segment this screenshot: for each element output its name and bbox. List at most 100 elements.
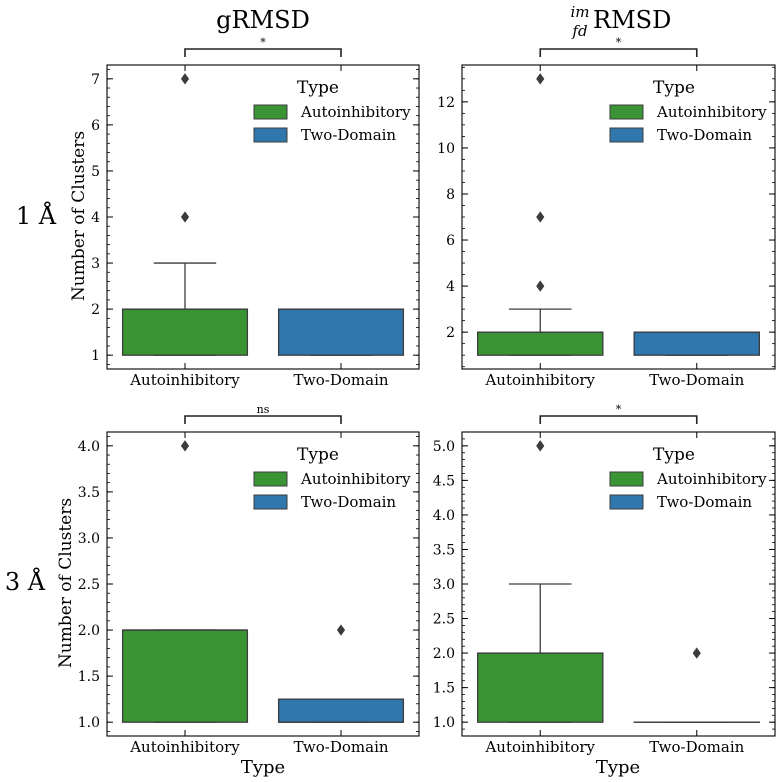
legend-title: Type [653, 445, 695, 465]
y-tick-label: 5 [91, 164, 100, 180]
x-tick-label: Autoinhibitory [484, 371, 595, 389]
outlier-point [336, 624, 346, 636]
y-tick-label: 2.5 [78, 577, 100, 593]
box-autoinhibitory [121, 308, 249, 356]
legend-swatch [609, 104, 644, 120]
legend-title: Type [297, 78, 339, 98]
y-tick-label: 1.5 [433, 681, 455, 697]
y-tick-label: 1.0 [78, 715, 100, 731]
y-tick-label: 4.5 [433, 473, 455, 489]
significance-label: * [616, 403, 622, 416]
y-tick-label: 7 [91, 72, 100, 88]
y-tick-label: 3.5 [78, 485, 100, 501]
legend-title: Type [297, 445, 339, 465]
x-tick-label: Autoinhibitory [129, 371, 240, 389]
outlier-point [536, 280, 545, 292]
outlier-point [180, 211, 190, 223]
significance-label: * [260, 36, 266, 49]
y-tick-label: 4 [446, 279, 455, 295]
column-title-superscript: im [570, 3, 589, 21]
outlier-point [536, 73, 545, 85]
legend-swatch [253, 494, 288, 510]
panel-2: 2 4 6 8 10 12 Autoinhibitory Two-Domain * Type Aut… [437, 36, 776, 389]
column-title-rmsd: RMSD [593, 6, 671, 34]
outlier-point [180, 73, 190, 85]
x-tick-label: Autoinhibitory [129, 738, 240, 756]
legend-swatch [609, 471, 644, 487]
y-tick-label: 1.0 [433, 715, 455, 731]
legend-entry: Autoinhibitory [656, 103, 767, 121]
x-tick-label: Two-Domain [293, 371, 388, 389]
legend-title: Type [653, 78, 695, 98]
box-two-domain [633, 331, 761, 356]
y-tick-label: 4 [91, 210, 100, 226]
column-title-grmsd: gRMSD [216, 6, 310, 34]
legend-entry: Two-Domain [657, 126, 752, 144]
legend: Type Autoinhibitory Two-Domain [609, 445, 767, 511]
box-autoinhibitory [121, 629, 249, 723]
outlier-point [536, 440, 545, 452]
significance-label: ns [257, 403, 270, 416]
y-tick-label: 3.0 [78, 531, 100, 547]
legend: Type Autoinhibitory Two-Domain [253, 445, 411, 511]
y-tick-label: 3.0 [433, 577, 455, 593]
column-title-rmsd-group: im fd RMSD [570, 3, 671, 40]
axes-frame [106, 64, 420, 370]
significance-bracket [184, 415, 342, 424]
significance-bracket [184, 48, 342, 57]
axes-frame [461, 431, 776, 737]
outlier-point [536, 211, 545, 223]
y-tick-label: 1.5 [78, 669, 100, 685]
y-tick-label: 1 [91, 348, 100, 364]
y-tick-label: 3.5 [433, 542, 455, 558]
row-label-1a: 1 Å [16, 201, 57, 230]
y-tick-label: 4.0 [78, 439, 100, 455]
significance-bracket [539, 48, 698, 57]
row-label-3a: 3 Å [5, 567, 46, 596]
legend-swatch [609, 127, 644, 143]
y-tick-label: 12 [437, 95, 455, 111]
panel-1: 1 2 3 4 5 6 7 Autoinhibitory Two-Domain * Type Auto… [91, 36, 420, 389]
y-tick-label: 2 [91, 302, 100, 318]
y-tick-label: 10 [437, 141, 455, 157]
column-title-subscript: fd [571, 22, 587, 40]
x-tick-label: Autoinhibitory [484, 738, 595, 756]
x-axis-label-right: Type [596, 757, 640, 778]
panel-3: 1.0 1.5 2.0 2.5 3.0 3.5 4.0 Autoinhibitory Two-D… [78, 403, 420, 756]
y-tick-label: 6 [446, 233, 455, 249]
x-tick-label: Two-Domain [649, 738, 744, 756]
y-axis-label-top: Number of Clusters [69, 131, 89, 301]
y-tick-label: 6 [91, 118, 100, 134]
y-tick-label: 8 [446, 187, 455, 203]
legend-swatch [253, 127, 288, 143]
y-tick-label: 2.5 [433, 612, 455, 628]
y-axis-label-bottom: Number of Clusters [56, 498, 76, 668]
box-two-domain [277, 308, 405, 356]
legend-swatch [609, 494, 644, 510]
legend-swatch [253, 471, 288, 487]
box-two-domain [277, 698, 405, 723]
significance-bracket [539, 415, 698, 424]
outlier-point [180, 440, 190, 452]
panel-4: 1.0 1.5 2.0 2.5 3.0 3.5 4.0 4.5 5.0 Autoinhibitor… [433, 403, 776, 756]
y-tick-label: 3 [91, 256, 100, 272]
box-autoinhibitory [476, 331, 604, 356]
legend-swatch [253, 104, 288, 120]
y-tick-label: 2 [446, 325, 455, 341]
outlier-point [692, 647, 701, 659]
legend-entry: Autoinhibitory [300, 103, 411, 121]
legend: Type Autoinhibitory Two-Domain [609, 78, 767, 144]
significance-label: * [616, 36, 622, 49]
y-tick-label: 2.0 [78, 623, 100, 639]
x-tick-label: Two-Domain [649, 371, 744, 389]
y-tick-label: 5.0 [433, 439, 455, 455]
legend: Type Autoinhibitory Two-Domain [253, 78, 411, 144]
legend-entry: Two-Domain [301, 493, 396, 511]
axes-frame [461, 64, 776, 370]
legend-entry: Autoinhibitory [656, 470, 767, 488]
legend-entry: Two-Domain [657, 493, 752, 511]
y-tick-label: 4.0 [433, 508, 455, 524]
y-tick-label: 2.0 [433, 646, 455, 662]
